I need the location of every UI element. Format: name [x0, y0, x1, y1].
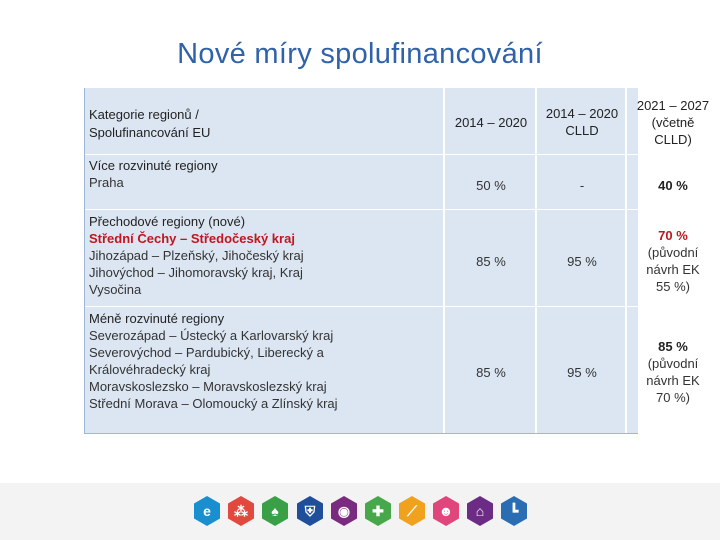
region-line: Severovýchod – Pardubický, Liberecký a [89, 345, 324, 360]
region-line: Jihovýchod – Jihomoravský kraj, Kraj [89, 265, 303, 280]
column-divider [535, 88, 537, 433]
table-row: Přechodové regiony (nové) Střední Čechy … [85, 209, 700, 307]
rate-note-line: 70 %) [656, 390, 690, 405]
rate-note-line: návrh EK [646, 373, 700, 388]
rate-note-line: (původní [647, 356, 699, 371]
header-col-b-line: CLLD [565, 123, 599, 138]
column-divider [625, 88, 627, 433]
rate-note-line: (původní [647, 245, 699, 260]
rate-2021-2027: 85 % (původní návrh EK 70 %) [625, 338, 720, 406]
header-2014-2020: 2014 – 2020 [445, 114, 537, 131]
header-row: Kategorie regionů / Spolufinancování EU … [85, 88, 709, 154]
header-2021-2027: 2021 – 2027 (včetně CLLD) [625, 97, 720, 148]
rate-2014-2020: 85 % [476, 254, 506, 269]
page-title: Nové míry spolufinancování [177, 38, 543, 70]
rate-note-line: 55 %) [656, 279, 690, 294]
header-category-line: Spolufinancování EU [89, 125, 211, 140]
plus-icon: ✚ [365, 496, 391, 526]
region-category: Více rozvinuté regiony Praha [85, 157, 363, 191]
rate-value: 85 % [658, 339, 688, 354]
column-divider [443, 88, 445, 433]
rate-2021-2027: 70 % (původní návrh EK 55 %) [625, 227, 720, 295]
footer-bar [0, 483, 720, 540]
header-col-c-line: CLLD) [654, 132, 692, 147]
header-col-a-line: 2014 – 2020 [454, 115, 528, 130]
header-2014-2020-clld: 2014 – 2020 CLLD [537, 105, 627, 139]
region-line: Střední Morava – Olomoucký a Zlínský kra… [89, 396, 338, 411]
header-col-b-line: 2014 – 2020 [545, 106, 619, 121]
region-line: Praha [89, 175, 124, 190]
header-col-c-line: (včetně [651, 115, 695, 130]
rate-2014-2020: 85 % [476, 365, 506, 380]
rate-note-line: návrh EK [646, 262, 700, 277]
region-category-title: Méně rozvinuté regiony [89, 311, 225, 326]
table-row: Více rozvinuté regiony Praha 50 % - 40 % [85, 154, 688, 210]
header-col-c-line: 2021 – 2027 [636, 98, 710, 113]
rate-value: 70 % [658, 228, 688, 243]
region-highlight: Střední Čechy – Středočeský kraj [89, 231, 295, 246]
header-category-line: Kategorie regionů / [89, 107, 199, 122]
region-category-title: Přechodové regiony (nové) [89, 214, 246, 229]
region-category: Méně rozvinuté regiony Severozápad – Úst… [85, 310, 363, 412]
house-icon: ⌂ [467, 496, 493, 526]
rate-2021-2027: 40 % [658, 178, 688, 193]
region-line: Královéhradecký kraj [89, 362, 211, 377]
compass-icon: ◉ [331, 496, 357, 526]
person-icon: ☻ [433, 496, 459, 526]
region-category-title: Více rozvinuté regiony [89, 158, 218, 173]
rate-2014-2020-clld: - [579, 178, 585, 193]
region-category: Přechodové regiony (nové) Střední Čechy … [85, 213, 363, 298]
rate-2014-2020-clld: 95 % [567, 365, 597, 380]
region-line: Severozápad – Ústecký a Karlovarský kraj [89, 328, 334, 343]
header-category: Kategorie regionů / Spolufinancování EU [85, 106, 363, 142]
shield-icon: ⛨ [297, 496, 323, 526]
cofinancing-table: Kategorie regionů / Spolufinancování EU … [84, 88, 709, 434]
leaf-icon: ♠ [262, 496, 288, 526]
region-line: Jihozápad – Plzeňský, Jihočeský kraj [89, 248, 304, 263]
region-line: Vysočina [89, 282, 142, 297]
slash-icon: ⟋ [399, 496, 425, 526]
table-row: Méně rozvinuté regiony Severozápad – Úst… [85, 306, 700, 434]
rate-2014-2020: 50 % [476, 178, 506, 193]
rate-2014-2020-clld: 95 % [567, 254, 597, 269]
region-line: Moravskoslezsko – Moravskoslezský kraj [89, 379, 327, 394]
